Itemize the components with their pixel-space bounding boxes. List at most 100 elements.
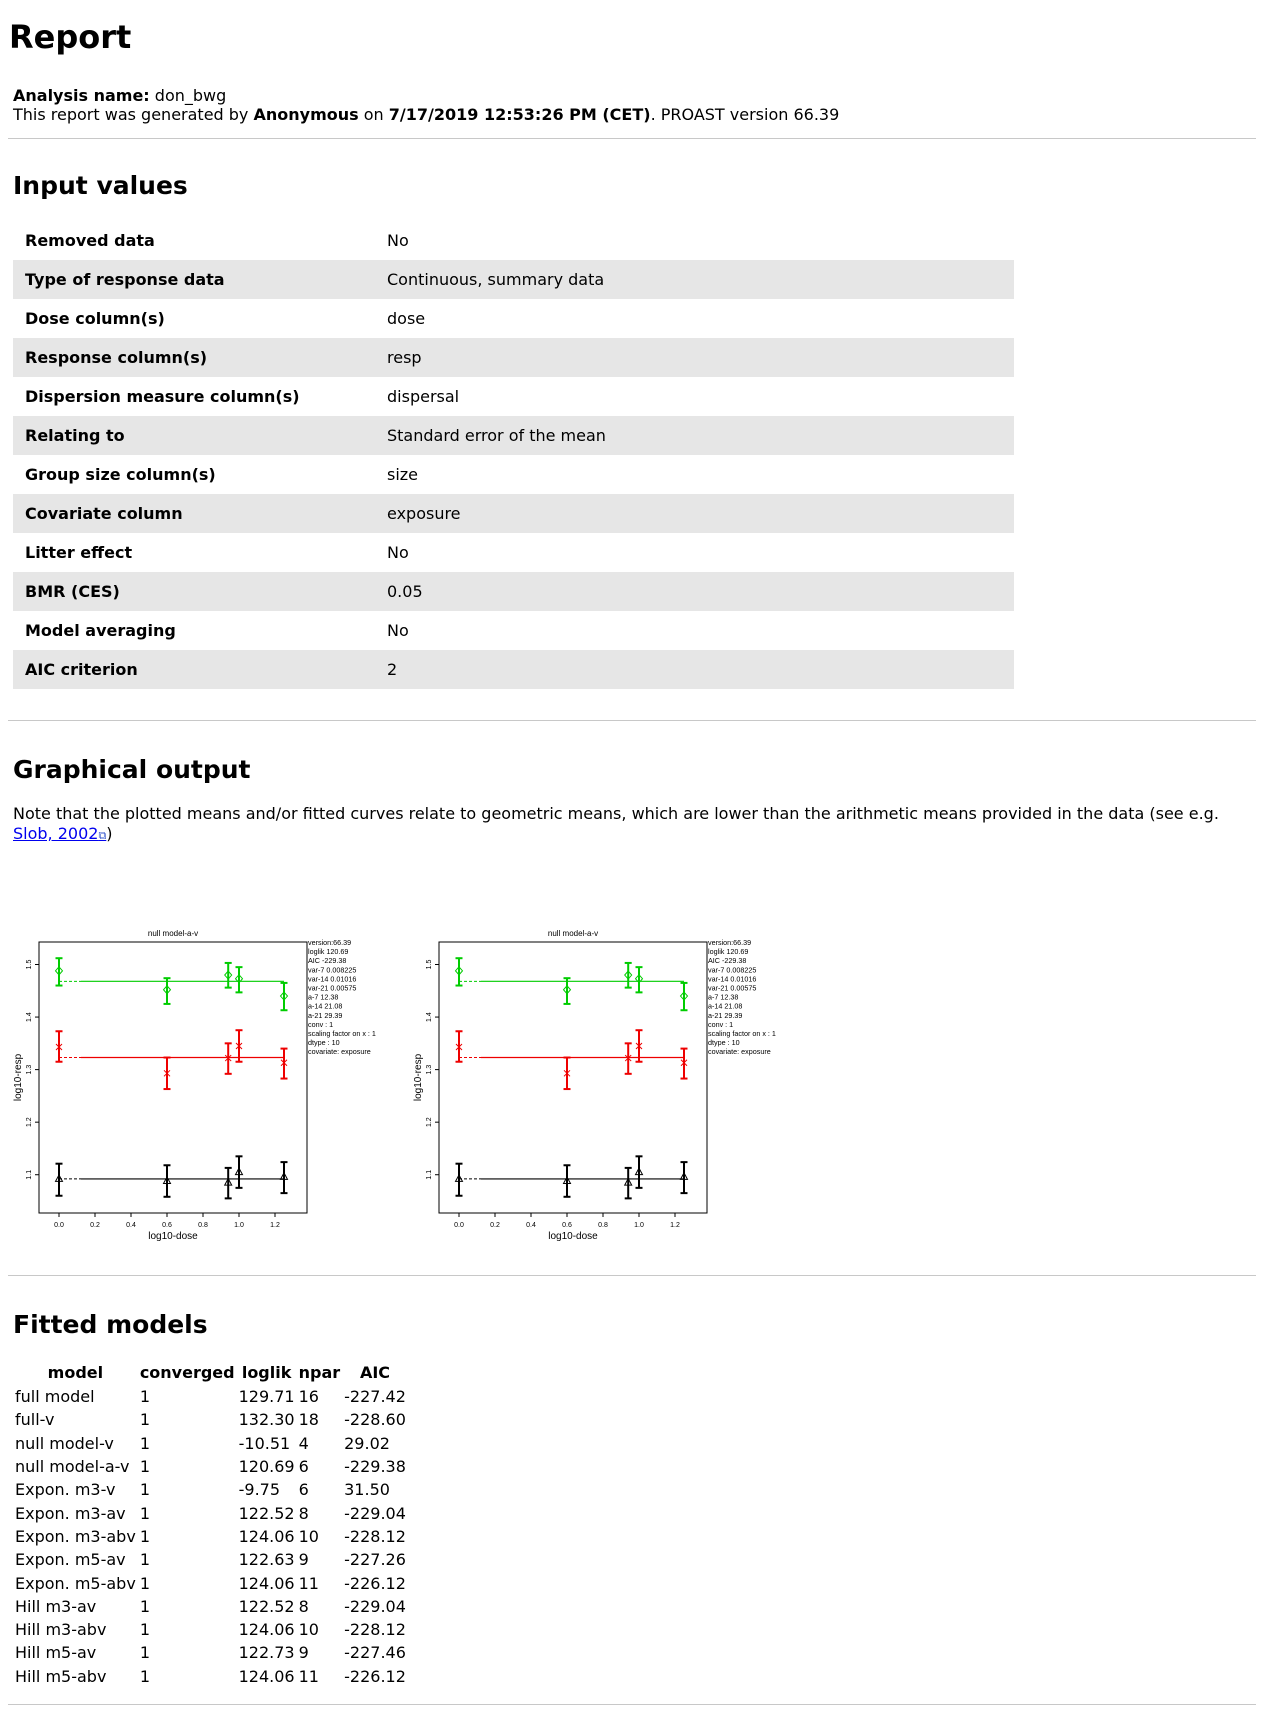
data-point-diamond <box>679 991 689 1001</box>
table-cell: -227.46 <box>344 1643 406 1663</box>
input-row: Dose column(s) dose <box>13 299 1014 338</box>
table-cell: 31.50 <box>344 1480 390 1500</box>
data-point-diamond <box>562 984 572 995</box>
models-column-header: converged <box>139 1363 235 1382</box>
data-point-triangle <box>679 1171 689 1180</box>
table-row: full-v 1 132.30 18 -228.60 <box>13 1408 408 1431</box>
input-row: Relating to Standard error of the mean <box>13 416 1014 455</box>
input-key: Dose column(s) <box>25 309 165 328</box>
table-cell: 1 <box>139 1573 150 1593</box>
table-cell: 10 <box>298 1526 319 1546</box>
table-cell: 122.52 <box>238 1503 295 1523</box>
plot-annotation: conv : 1 <box>708 1020 733 1029</box>
table-cell: -228.60 <box>344 1410 406 1430</box>
table-cell: -229.04 <box>344 1503 406 1523</box>
input-values-heading: Input values <box>13 171 188 200</box>
table-cell: Expon. m3-av <box>15 1503 126 1523</box>
table-cell: -9.75 <box>238 1480 281 1500</box>
plot-frame <box>38 941 308 1214</box>
table-cell: 4 <box>298 1433 309 1453</box>
table-cell: 1 <box>139 1643 150 1663</box>
y-tick-label: 1.4 <box>26 1012 33 1022</box>
plot-annotation: var-21 0.00575 <box>708 984 756 993</box>
plot-annotation: AIC -229.38 <box>308 956 346 965</box>
table-cell: 124.06 <box>238 1666 295 1686</box>
input-key: Relating to <box>13 416 375 455</box>
input-key: Model averaging <box>25 621 176 640</box>
input-value: 2 <box>375 650 1014 689</box>
chart-title: null model-a-v <box>548 929 598 938</box>
y-axis-label: log10-resp <box>13 1053 24 1101</box>
table-cell: 124.06 <box>238 1573 295 1593</box>
table-row: Expon. m3-v 1 -9.75 6 31.50 <box>13 1478 408 1501</box>
table-cell: full model <box>15 1387 95 1407</box>
note-end: ) <box>106 824 113 843</box>
input-row: Removed data No <box>13 221 1014 260</box>
data-point-x <box>563 1069 571 1077</box>
data-point-x <box>280 1059 288 1067</box>
table-cell: Hill m3-abv <box>15 1620 107 1640</box>
table-cell: 29.02 <box>344 1433 390 1453</box>
table-cell: -226.12 <box>344 1666 406 1686</box>
plot-annotation: var-14 0.01016 <box>308 974 356 983</box>
x-tick-label: 1.2 <box>270 1222 280 1229</box>
table-row: Hill m5-abv 1 124.06 11 -226.12 <box>13 1665 408 1688</box>
report-meta: Analysis name: don_bwg This report was g… <box>13 86 839 124</box>
fitted-models-table: model converged loglik npar AIC full model 1 1… <box>13 1360 408 1688</box>
plot-annotation: dtype : 10 <box>708 1038 740 1047</box>
input-value: Continuous, summary data <box>375 260 1014 299</box>
table-row: Expon. m5-av 1 122.63 9 -227.26 <box>13 1548 408 1571</box>
plot-annotation: AIC -229.38 <box>708 956 746 965</box>
chart-title: null model-a-v <box>148 929 198 938</box>
plot-annotation: a-21 29.39 <box>308 1011 342 1020</box>
table-row: null model-a-v 1 120.69 6 -229.38 <box>13 1455 408 1478</box>
table-cell: 8 <box>298 1596 309 1616</box>
table-cell: 120.69 <box>238 1457 295 1477</box>
table-row: full model 1 129.71 16 -227.42 <box>13 1385 408 1408</box>
table-cell: 1 <box>139 1526 150 1546</box>
table-cell: 122.52 <box>238 1596 295 1616</box>
input-key: Litter effect <box>25 543 133 562</box>
input-value: No <box>387 621 409 640</box>
table-cell: 10 <box>298 1620 319 1640</box>
input-key: Dispersion measure column(s) <box>25 387 300 406</box>
data-point-x <box>624 1054 632 1062</box>
data-point-triangle <box>223 1177 233 1186</box>
plot-annotation: a-7 12.38 <box>308 993 338 1002</box>
input-key: Response column(s) <box>13 338 375 377</box>
table-cell: 1 <box>139 1433 150 1453</box>
analysis-name: don_bwg <box>154 86 227 105</box>
table-cell: Expon. m5-av <box>15 1550 126 1570</box>
input-row: Type of response data Continuous, summary… <box>13 260 1014 299</box>
table-cell: -229.04 <box>344 1596 406 1616</box>
x-tick-label: 0.2 <box>90 1222 100 1229</box>
x-tick-label: 0.2 <box>490 1222 500 1229</box>
y-axis-label: log10-resp <box>413 1053 424 1101</box>
plot-annotation: loglik 120.69 <box>308 947 348 956</box>
table-row: Hill m5-av 1 122.73 9 -227.46 <box>13 1641 408 1664</box>
plot-annotation: var-7 0.008225 <box>708 965 756 974</box>
input-row: Model averaging No <box>13 611 1014 650</box>
input-row: BMR (CES) 0.05 <box>13 572 1014 611</box>
x-tick-label: 0.8 <box>198 1222 208 1229</box>
models-column-header: loglik <box>241 1363 292 1382</box>
table-cell: 11 <box>298 1573 319 1593</box>
data-point-diamond <box>224 970 233 980</box>
section-divider <box>8 138 1256 139</box>
table-cell: 124.06 <box>238 1620 295 1640</box>
x-axis-label: log10-dose <box>548 1231 598 1242</box>
models-column-header: AIC <box>359 1363 391 1382</box>
slob-2002-link[interactable]: Slob, 2002⧉ <box>13 824 106 843</box>
input-value: No <box>387 543 409 562</box>
input-key: AIC criterion <box>13 650 375 689</box>
plot-annotation: a-14 21.08 <box>308 1002 342 1011</box>
plot-annotation: dtype : 10 <box>308 1038 340 1047</box>
fitted-models-heading: Fitted models <box>13 1310 208 1339</box>
table-row: Hill m3-av 1 122.52 8 -229.04 <box>13 1595 408 1618</box>
table-row: null model-v 1 -10.51 4 29.02 <box>13 1432 408 1455</box>
x-tick-label: 1.2 <box>670 1222 680 1229</box>
y-tick-label: 1.3 <box>426 1065 433 1075</box>
table-cell: null model-a-v <box>15 1457 130 1477</box>
external-link-icon: ⧉ <box>98 829 107 842</box>
input-row: Dispersion measure column(s) dispersal <box>13 377 1014 416</box>
